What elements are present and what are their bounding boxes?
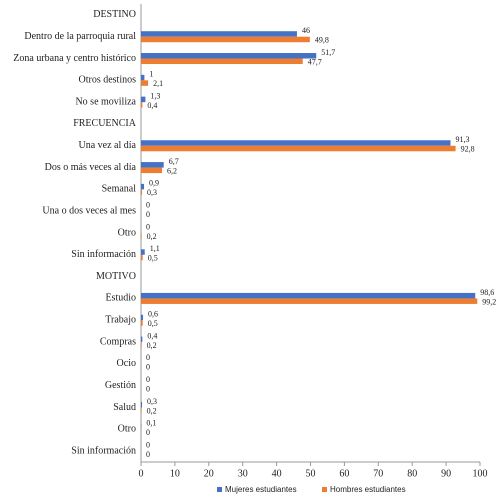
x-tick-label: 60 [339,468,349,479]
y-tick-label: Trabajo [105,315,136,326]
bar [141,74,145,81]
value-label: 0 [146,353,150,362]
bar [141,102,143,108]
value-label: 0 [146,222,150,231]
y-tick-label: Salud [113,402,136,413]
y-tick-label: Sin información [71,249,136,260]
y-tick-label: Gestión [105,380,136,391]
value-label: 46 [302,26,310,35]
bar [141,189,143,195]
value-label: 2,1 [153,79,163,88]
y-tick-label: Ocio [117,358,136,369]
bar [141,407,142,413]
x-tick-label: 70 [373,468,383,479]
value-label: 0 [146,363,150,372]
value-label: 1,3 [150,91,160,100]
y-tick-label: MOTIVO [96,271,136,282]
y-tick-label: Sin información [71,445,136,456]
x-tick-label: 40 [272,468,282,479]
x-tick-label: 10 [170,468,180,479]
value-label: 91,3 [456,135,470,144]
x-tick-label: 50 [306,468,316,479]
value-label: 0 [146,384,150,393]
bar [141,96,146,103]
value-label: 92,8 [461,145,475,154]
y-tick-label: Otro [118,227,136,238]
bar [141,298,478,304]
legend-label: Hombres estudiantes [330,485,406,494]
x-tick-label: 30 [238,468,248,479]
value-label: 51,7 [321,48,335,57]
value-label: 0 [146,201,150,210]
y-tick-label: Dos o más veces al día [45,162,137,173]
y-tick-label: Dentro de la parroquia rural [24,31,136,42]
value-label: 0,3 [147,188,157,197]
x-tick-label: 90 [441,468,451,479]
y-tick-label: Otros destinos [79,75,137,86]
x-tick-label: 0 [139,468,144,479]
value-label: 0,6 [148,310,158,319]
legend-label: Mujeres estudiantes [225,485,297,494]
value-label: 0 [146,428,150,437]
x-tick-label: 100 [473,468,488,479]
value-label: 6,2 [167,166,177,175]
value-label: 0,2 [147,341,157,350]
y-tick-label: No se moviliza [75,96,136,107]
bar [141,233,142,239]
bar [141,401,143,408]
value-label: 0,4 [147,331,157,340]
legend-swatch [217,487,222,492]
value-label: 0 [146,375,150,384]
y-tick-label: Zona urbana y centro histórico [13,53,136,64]
value-label: 0 [146,210,150,219]
bar [141,320,143,326]
bar [141,314,144,321]
bar [141,53,317,59]
bar [141,140,451,146]
value-label: 0,9 [149,179,159,188]
value-label: 0,1 [146,419,156,428]
y-tick-label: Otro [118,424,136,435]
value-label: 0,5 [148,254,158,263]
bar [141,183,145,190]
y-tick-label: Compras [100,336,136,347]
value-label: 49,8 [315,36,329,45]
legend-swatch [322,487,327,492]
value-label: 0,2 [147,232,157,241]
bar [141,249,145,255]
value-label: 99,2 [482,297,496,306]
x-tick-label: 80 [407,468,417,479]
bar [141,336,143,343]
y-tick-label: Una o dos veces al mes [42,205,136,216]
bar [141,162,164,168]
value-label: 0 [146,440,150,449]
y-tick-label: FRECUENCIA [73,118,137,129]
bar [141,58,303,65]
bar [141,145,456,152]
bar [141,254,143,261]
x-tick-label: 20 [204,468,214,479]
value-label: 98,6 [480,288,494,297]
bar [141,167,163,174]
y-tick-label: Estudio [105,293,136,304]
value-label: 0,2 [147,406,157,415]
value-label: 0,3 [147,397,157,406]
value-label: 1,1 [150,244,160,253]
value-label: 6,7 [169,157,179,166]
bar [141,342,142,348]
value-label: 1 [149,70,153,79]
y-tick-label: Semanal [102,184,137,195]
bar [141,80,149,86]
y-tick-label: DESTINO [93,9,136,20]
bar [141,36,310,43]
bar [141,31,297,37]
value-label: 0 [146,450,150,459]
y-tick-label: Una vez al día [79,140,137,151]
value-label: 47,7 [308,57,322,66]
value-label: 0,4 [147,101,157,110]
value-label: 0,5 [148,319,158,328]
bar [141,292,476,299]
